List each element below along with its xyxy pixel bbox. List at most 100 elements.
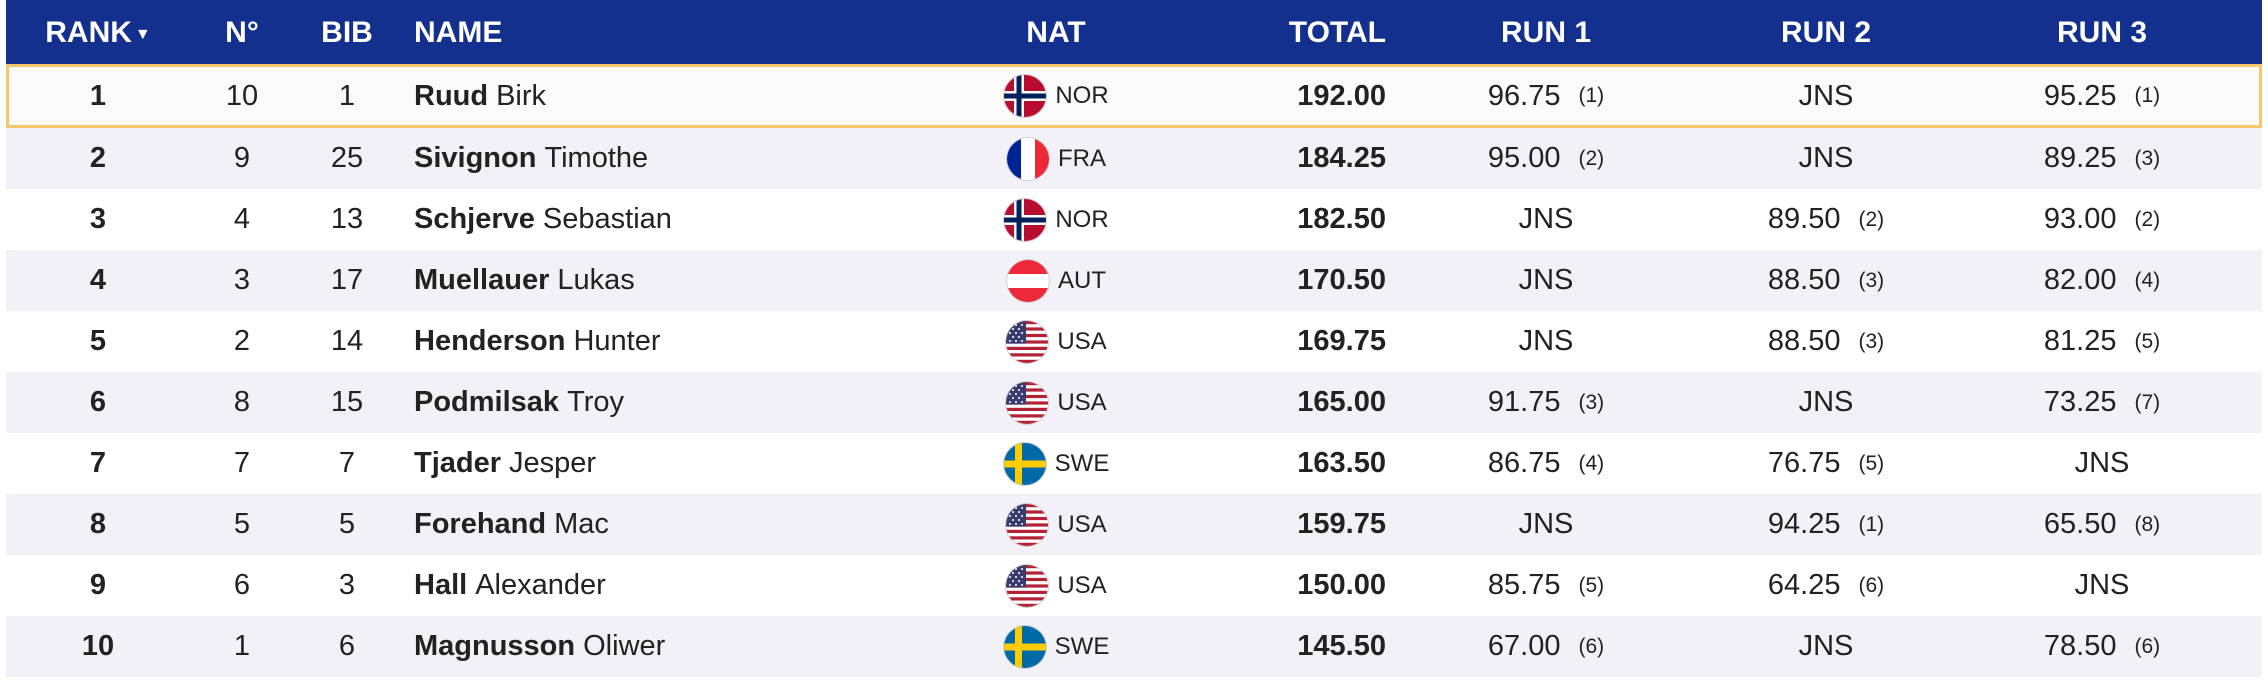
header-run3[interactable]: RUN 3 bbox=[2056, 16, 2147, 49]
run3-position: (6) bbox=[2134, 634, 2161, 658]
number-cell: 5 bbox=[233, 508, 251, 540]
table-row[interactable]: 10 1 6 Magnusson Oliwer SWE 145.50 67.00 (6) JNS 7… bbox=[6, 616, 2262, 677]
header-bib[interactable]: BIB bbox=[321, 16, 373, 49]
run2-score: JNS bbox=[1798, 79, 1854, 112]
athlete-name[interactable]: Hall Alexander bbox=[414, 555, 974, 616]
table-row[interactable]: 1 10 1 Ruud Birk NOR 192.00 96.75 (1) JNS 95.25 (1) bbox=[6, 64, 2262, 128]
rank-cell: 9 bbox=[89, 569, 107, 601]
run3-score: JNS bbox=[2074, 569, 2130, 601]
bib-cell: 1 bbox=[338, 79, 356, 112]
number-cell: 10 bbox=[225, 79, 259, 112]
table-row[interactable]: 8 5 5 Forehand Mac USA 159.75 JNS 94.25 (1) 65.50 (… bbox=[6, 494, 2262, 555]
first-name: Lukas bbox=[557, 264, 635, 296]
total-score: 184.25 bbox=[1297, 142, 1386, 174]
first-name: Birk bbox=[496, 79, 547, 112]
austria-flag-icon bbox=[1006, 258, 1050, 303]
nation-cell: NOR bbox=[986, 189, 1126, 250]
athlete-name[interactable]: Forehand Mac bbox=[414, 494, 974, 555]
bib-cell: 13 bbox=[330, 203, 364, 235]
number-cell: 4 bbox=[233, 203, 251, 235]
results-table: RANK ▼ N° BIB NAME NAT TOTAL RUN 1 RUN 2 … bbox=[6, 0, 2262, 677]
run3-position: (8) bbox=[2134, 512, 2161, 536]
header-rank-label: RANK bbox=[45, 16, 132, 49]
run1-score: 95.00 bbox=[1487, 142, 1561, 174]
table-row[interactable]: 5 2 14 Henderson Hunter USA 169.75 JNS 88.50 (3) 8… bbox=[6, 311, 2262, 372]
header-name[interactable]: NAME bbox=[414, 16, 503, 49]
run3-score: 95.25 bbox=[2043, 79, 2117, 112]
table-row[interactable]: 7 7 7 Tjader Jesper SWE 163.50 86.75 (4) 76.75 (5)… bbox=[6, 433, 2262, 494]
nation-code: NOR bbox=[1055, 82, 1109, 109]
run1-score: 96.75 bbox=[1487, 79, 1561, 112]
first-name: Sebastian bbox=[542, 203, 672, 235]
run3-position: (1) bbox=[2134, 84, 2161, 107]
run3-cell: 65.50 (8) bbox=[2002, 494, 2202, 555]
header-run2[interactable]: RUN 2 bbox=[1780, 16, 1871, 49]
sweden-flag-icon bbox=[1002, 441, 1047, 486]
nation-cell: FRA bbox=[986, 128, 1126, 189]
last-name: Magnusson bbox=[414, 630, 576, 662]
first-name: Hunter bbox=[573, 325, 661, 357]
table-row[interactable]: 2 9 25 Sivignon Timothe FRA 184.25 95.00 (2) JNS 8… bbox=[6, 128, 2262, 189]
run1-cell: JNS bbox=[1446, 250, 1646, 311]
header-total[interactable]: TOTAL bbox=[1288, 16, 1386, 49]
run2-score: 94.25 bbox=[1767, 508, 1841, 540]
run3-cell: 95.25 (1) bbox=[2002, 64, 2202, 128]
run1-cell: JNS bbox=[1446, 494, 1646, 555]
header-rank[interactable]: RANK ▼ bbox=[6, 0, 190, 64]
run2-cell: JNS bbox=[1726, 128, 1926, 189]
nation-cell: USA bbox=[986, 494, 1126, 555]
rank-cell: 1 bbox=[89, 79, 107, 112]
table-row[interactable]: 3 4 13 Schjerve Sebastian NOR 182.50 JNS 89.50 (2… bbox=[6, 189, 2262, 250]
total-score: 145.50 bbox=[1297, 630, 1386, 662]
run1-position: (2) bbox=[1578, 146, 1605, 170]
run2-score: 89.50 bbox=[1767, 203, 1841, 235]
athlete-name[interactable]: Sivignon Timothe bbox=[414, 128, 974, 189]
header-no[interactable]: N° bbox=[225, 16, 259, 49]
norway-flag-icon bbox=[1003, 197, 1048, 242]
table-row[interactable]: 6 8 15 Podmilsak Troy USA 165.00 91.75 (3) JNS 73.… bbox=[6, 372, 2262, 433]
run3-score: 78.50 bbox=[2043, 630, 2117, 662]
run2-position: (5) bbox=[1858, 451, 1885, 475]
first-name: Timothe bbox=[544, 142, 649, 174]
usa-flag-icon bbox=[1005, 380, 1050, 425]
rank-cell: 6 bbox=[89, 386, 107, 418]
first-name: Jesper bbox=[509, 447, 597, 479]
run3-position: (3) bbox=[2134, 146, 2161, 170]
table-row[interactable]: 9 6 3 Hall Alexander USA 150.00 85.75 (5) 64.25 (6… bbox=[6, 555, 2262, 616]
athlete-name[interactable]: Ruud Birk bbox=[414, 64, 974, 128]
total-score: 182.50 bbox=[1297, 203, 1386, 235]
usa-flag-icon bbox=[1005, 502, 1050, 547]
athlete-name[interactable]: Tjader Jesper bbox=[414, 433, 974, 494]
sort-down-icon[interactable]: ▼ bbox=[134, 26, 151, 43]
run3-cell: JNS bbox=[2002, 433, 2202, 494]
last-name: Henderson bbox=[414, 325, 566, 357]
rank-cell: 7 bbox=[89, 447, 107, 479]
run1-cell: 67.00 (6) bbox=[1446, 616, 1646, 677]
run3-cell: JNS bbox=[2002, 555, 2202, 616]
run2-score: JNS bbox=[1798, 630, 1854, 662]
athlete-name[interactable]: Magnusson Oliwer bbox=[414, 616, 974, 677]
nation-code: SWE bbox=[1054, 449, 1110, 477]
rank-cell: 8 bbox=[89, 508, 107, 540]
nation-code: USA bbox=[1057, 510, 1107, 538]
bib-cell: 6 bbox=[338, 630, 356, 662]
nation-cell: AUT bbox=[986, 250, 1126, 311]
athlete-name[interactable]: Henderson Hunter bbox=[414, 311, 974, 372]
run2-cell: 64.25 (6) bbox=[1726, 555, 1926, 616]
run1-score: JNS bbox=[1518, 508, 1574, 540]
first-name: Alexander bbox=[475, 569, 606, 601]
table-row[interactable]: 4 3 17 Muellauer Lukas AUT 170.50 JNS 88.50 (3) 82… bbox=[6, 250, 2262, 311]
athlete-name[interactable]: Podmilsak Troy bbox=[414, 372, 974, 433]
run2-score: 88.50 bbox=[1767, 264, 1841, 296]
header-run1[interactable]: RUN 1 bbox=[1500, 16, 1591, 49]
bib-cell: 25 bbox=[330, 142, 364, 174]
nation-cell: USA bbox=[986, 311, 1126, 372]
rank-cell: 3 bbox=[89, 203, 107, 235]
first-name: Troy bbox=[567, 386, 624, 418]
athlete-name[interactable]: Muellauer Lukas bbox=[414, 250, 974, 311]
athlete-name[interactable]: Schjerve Sebastian bbox=[414, 189, 974, 250]
run2-score: JNS bbox=[1798, 142, 1854, 174]
run2-cell: 76.75 (5) bbox=[1726, 433, 1926, 494]
table-header: RANK ▼ N° BIB NAME NAT TOTAL RUN 1 RUN 2 … bbox=[6, 0, 2262, 64]
header-nat[interactable]: NAT bbox=[1026, 16, 1086, 49]
